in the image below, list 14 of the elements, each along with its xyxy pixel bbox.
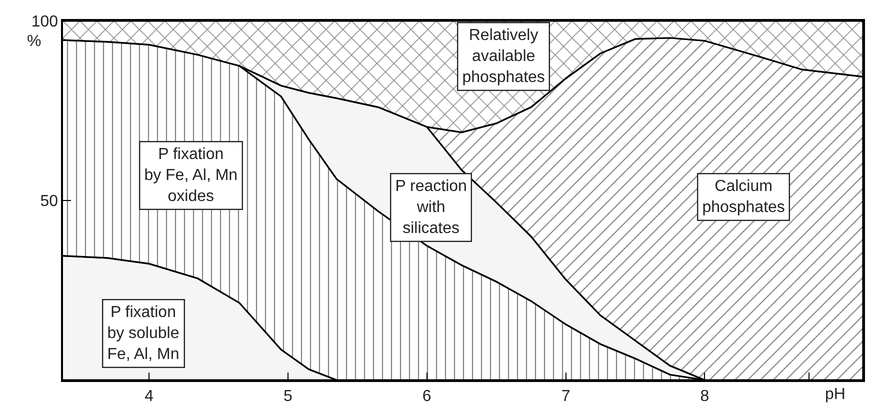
x-tick-label: 6 bbox=[422, 388, 432, 405]
y-tick-label: 100 bbox=[31, 14, 58, 31]
y-tick-label: 50 bbox=[40, 193, 58, 210]
annotation: Relatively available phosphates bbox=[462, 27, 545, 86]
annotation: P fixation by soluble Fe, Al, Mn bbox=[107, 304, 180, 363]
x-tick-label: 8 bbox=[700, 388, 710, 405]
x-tick-label: 4 bbox=[144, 388, 154, 405]
annotation: Calcium phosphates bbox=[702, 178, 785, 216]
x-axis-title: pH bbox=[825, 386, 846, 403]
annotation: P reaction with silicates bbox=[395, 178, 467, 237]
x-tick-label: 7 bbox=[561, 388, 570, 405]
y-axis-title: % bbox=[27, 33, 42, 50]
annotation: P fixation by Fe, Al, Mn oxides bbox=[144, 146, 238, 205]
x-tick-label: 5 bbox=[284, 388, 293, 405]
